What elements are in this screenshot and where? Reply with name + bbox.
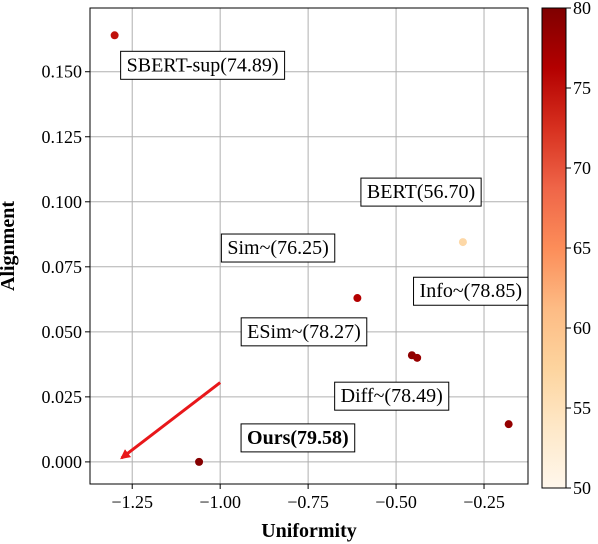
label-box (220, 233, 336, 263)
colorbar-tick-label: 75 (573, 78, 591, 98)
point-label: SBERT-sup(74.89) (120, 50, 286, 80)
x-tick-label: −0.75 (287, 492, 329, 512)
colorbar: 50 55 60 65 70 75 80 (541, 0, 591, 498)
label-text: Info~(78.85) (420, 280, 522, 302)
y-tick-label: 0.150 (42, 62, 83, 82)
x-tick-label: −0.25 (463, 492, 505, 512)
x-tick-label: −0.50 (375, 492, 417, 512)
y-axis-label: Alignment (0, 201, 19, 291)
y-tick-label: 0.100 (42, 192, 83, 212)
scatter-point (413, 353, 422, 362)
colorbar-tick-label: 70 (573, 158, 591, 178)
colorbar-gradient (541, 7, 567, 489)
colorbar-tick-label: 55 (573, 398, 591, 418)
x-tick-label: −1.25 (111, 492, 153, 512)
arrow-annotation (120, 381, 222, 460)
label-box (413, 276, 529, 306)
plot-frame (89, 7, 529, 485)
axis-ticks: −1.25 −1.00 −0.75 −0.50 −0.25 0.000 0.025 0.050… (42, 62, 505, 512)
label-text: Sim~(76.25) (227, 237, 328, 259)
label-box (240, 317, 368, 347)
colorbar-ticks: 50 55 60 65 70 75 80 (566, 0, 591, 498)
point-label: Info~(78.85) (413, 276, 529, 306)
label-text: Diff~(78.49) (341, 385, 443, 407)
scatter-point (504, 420, 513, 429)
point-label: Ours(79.58) (240, 423, 356, 453)
y-tick-label: 0.000 (42, 452, 83, 472)
label-box (120, 50, 286, 80)
colorbar-tick-label: 50 (573, 478, 591, 498)
x-tick-label: −1.00 (199, 492, 241, 512)
point-label: Diff~(78.49) (334, 381, 450, 411)
label-text: ESim~(78.27) (247, 321, 361, 343)
arrow-line (120, 381, 222, 460)
point-label: BERT(56.70) (360, 177, 482, 207)
colorbar-tick-label: 65 (573, 238, 591, 258)
scatter-points (110, 31, 513, 466)
y-tick-label: 0.025 (42, 387, 83, 407)
label-box (360, 177, 482, 207)
scatter-point (110, 31, 119, 40)
point-label: ESim~(78.27) (240, 317, 368, 347)
label-text: BERT(56.70) (367, 181, 475, 203)
x-axis-label: Uniformity (261, 520, 357, 542)
colorbar-tick-label: 60 (573, 318, 591, 338)
point-labels: SBERT-sup(74.89) BERT(56.70) Sim~(76.25) In… (120, 50, 529, 453)
point-label: Sim~(76.25) (220, 233, 336, 263)
y-tick-label: 0.125 (42, 127, 83, 147)
label-text: Ours(79.58) (247, 427, 349, 449)
scatter-point (458, 238, 467, 247)
y-tick-label: 0.050 (42, 322, 83, 342)
colorbar-tick-label: 80 (573, 0, 591, 18)
scatter-point (195, 457, 204, 466)
label-box (240, 423, 356, 453)
scatter-point (353, 294, 362, 303)
label-box (334, 381, 450, 411)
label-text: SBERT-sup(74.89) (127, 54, 279, 76)
y-tick-label: 0.075 (42, 257, 83, 277)
